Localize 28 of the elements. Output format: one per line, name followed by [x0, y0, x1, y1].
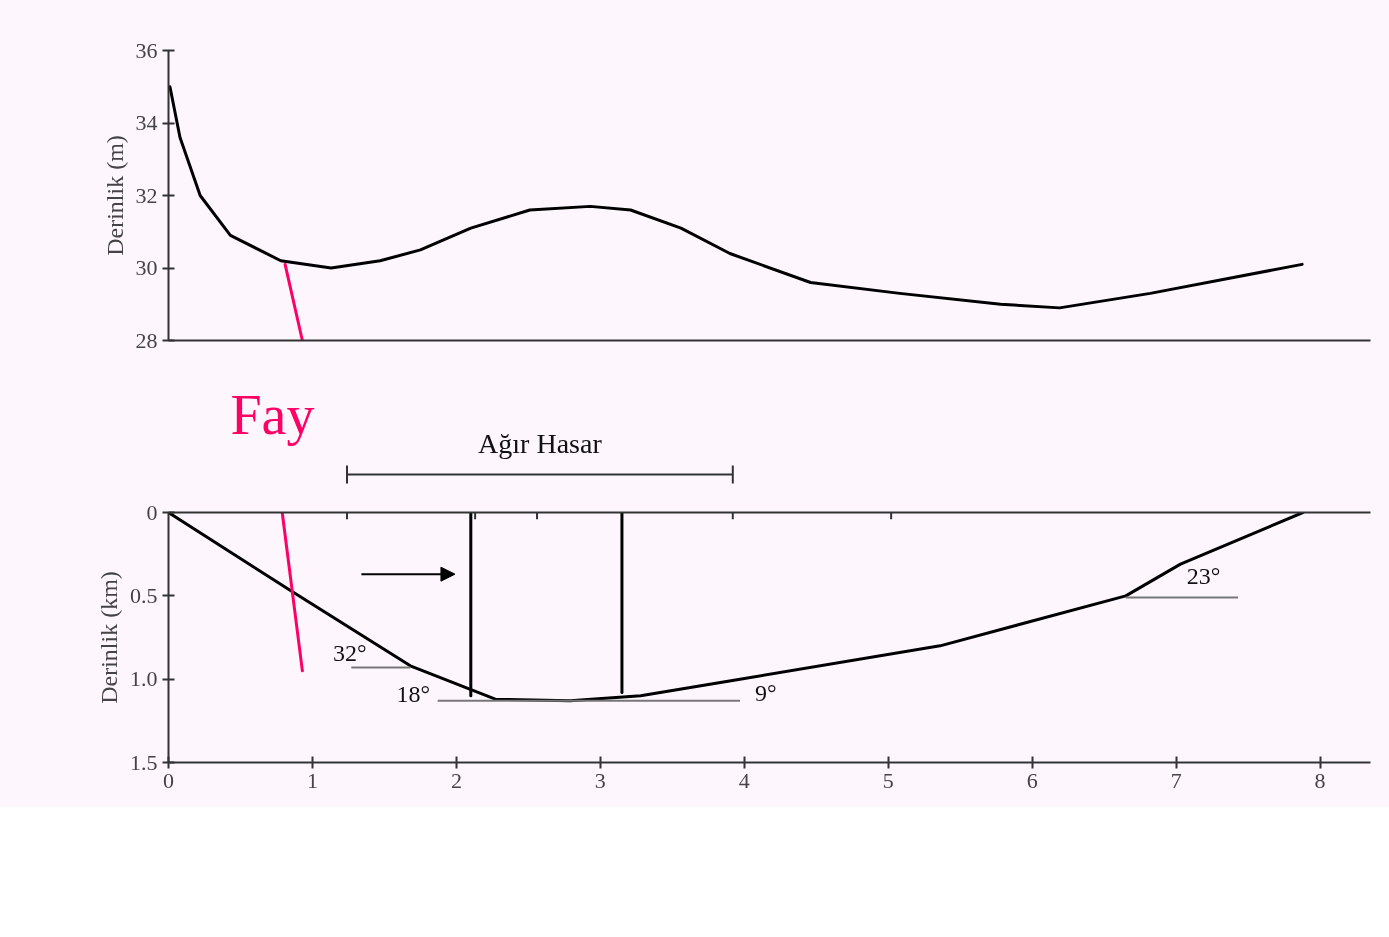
y-tick-label: 1.5 — [130, 749, 158, 775]
x-tick-label: 7 — [1170, 767, 1182, 793]
text: Ağır Hasar — [478, 427, 603, 459]
y-tick-label: 32 — [135, 182, 158, 208]
x-tick-label: 8 — [1314, 767, 1326, 793]
y-tick-label: 34 — [135, 110, 158, 135]
text: Fay — [230, 383, 315, 446]
y-tick-label: 0.5 — [130, 582, 158, 608]
line-series — [168, 85, 1304, 310]
y-tick-label: 1.0 — [130, 666, 158, 692]
y-tick-label: 30 — [135, 255, 158, 280]
y-tick-label: 36 — [135, 37, 158, 63]
x-tick-label: 5 — [882, 767, 894, 793]
annotation: 32° — [333, 639, 367, 666]
x-tick-label: 1 — [306, 767, 318, 793]
x-tick-label: 0 — [163, 767, 174, 793]
x-tick-label: 3 — [594, 767, 606, 793]
annotation: 18° — [396, 681, 431, 708]
annotation: 9° — [755, 679, 777, 706]
x-tick-label: 2 — [450, 767, 462, 793]
x-tick-label: 4 — [738, 767, 750, 793]
x-tick-label: 6 — [1026, 767, 1038, 793]
annotation: 23° — [1186, 562, 1221, 589]
y-tick-label: 28 — [135, 327, 158, 353]
y-axis-title: Derinlik (m) — [101, 135, 128, 256]
y-axis-title: Derinlik (km) — [96, 571, 122, 704]
line-series — [168, 512, 1305, 703]
y-tick-label: 0 — [146, 499, 158, 525]
